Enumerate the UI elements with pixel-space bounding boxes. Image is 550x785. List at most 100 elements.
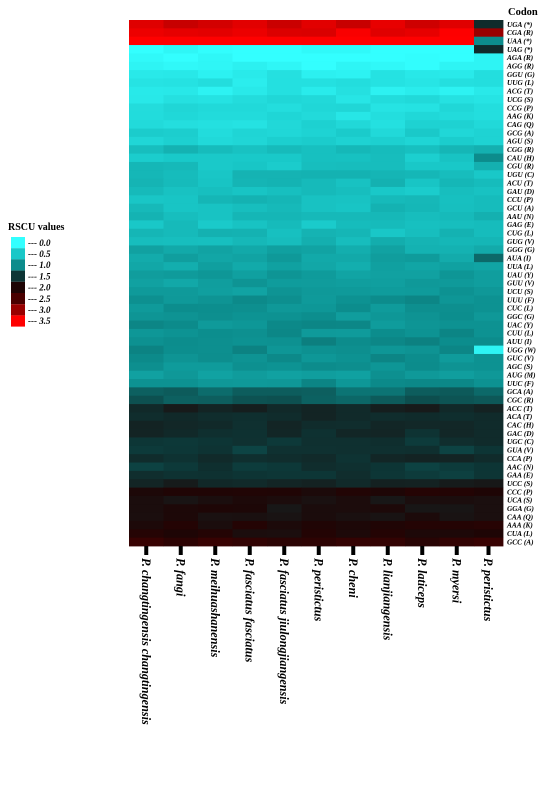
- heatmap-cell: [336, 270, 371, 280]
- heatmap-cell: [129, 337, 164, 347]
- heatmap-cell: [267, 253, 302, 263]
- heatmap-cell: [301, 470, 337, 480]
- heatmap-cell: [129, 462, 164, 472]
- heatmap-cell: [405, 128, 440, 138]
- heatmap-cell: [474, 287, 504, 296]
- heatmap-cell: [163, 278, 199, 288]
- heatmap-cell: [301, 420, 337, 430]
- heatmap-cell: [370, 512, 406, 522]
- heatmap-cell: [439, 111, 475, 121]
- heatmap-cell: [198, 45, 233, 54]
- heatmap-cell: [370, 520, 406, 530]
- codon-label: ACC (T): [506, 404, 533, 413]
- heatmap-cell: [405, 345, 440, 355]
- heatmap-cell: [163, 220, 199, 230]
- heatmap-cell: [232, 512, 268, 522]
- heatmap-cell: [474, 462, 504, 472]
- heatmap-cell: [163, 53, 199, 63]
- heatmap-cell: [232, 262, 268, 271]
- heatmap-cell: [301, 512, 337, 522]
- heatmap-cell: [163, 95, 199, 104]
- heatmap-cell: [198, 454, 233, 463]
- heatmap-cell: [198, 61, 233, 71]
- codon-label: UGA (*): [507, 20, 532, 29]
- heatmap-cell: [129, 303, 164, 313]
- heatmap-cell: [267, 178, 302, 188]
- heatmap-cell: [267, 103, 302, 113]
- heatmap-cell: [301, 529, 337, 539]
- heatmap-cell: [405, 36, 440, 46]
- codon-label: CGG (R): [507, 145, 534, 154]
- heatmap-cell: [439, 20, 475, 29]
- heatmap-cell: [336, 379, 371, 388]
- heatmap-cell: [474, 470, 504, 480]
- heatmap-cell: [267, 228, 302, 238]
- heatmap-cell: [474, 420, 504, 430]
- heatmap-cell: [336, 195, 371, 205]
- heatmap-cell: [267, 153, 302, 163]
- heatmap-cell: [405, 370, 440, 380]
- heatmap-cell: [301, 295, 337, 305]
- heatmap-cell: [129, 270, 164, 280]
- heatmap-cell: [129, 353, 164, 363]
- heatmap-cell: [232, 95, 268, 104]
- codon-label: GGA (G): [507, 504, 534, 513]
- heatmap-cell: [370, 153, 406, 163]
- heatmap-cell: [474, 20, 504, 29]
- heatmap-cell: [474, 379, 504, 388]
- heatmap-cell: [336, 487, 371, 497]
- heatmap-cell: [336, 362, 371, 372]
- heatmap-cell: [439, 170, 475, 180]
- heatmap-cell: [370, 303, 406, 313]
- heatmap-cell: [232, 303, 268, 313]
- heatmap-cell: [232, 479, 268, 488]
- codon-label: GCG (A): [507, 128, 534, 137]
- heatmap-cell: [336, 161, 371, 171]
- heatmap-cell: [336, 370, 371, 380]
- heatmap-cell: [267, 245, 302, 255]
- heatmap-cell: [301, 320, 337, 330]
- heatmap-cell: [336, 387, 371, 397]
- heatmap-cell: [267, 379, 302, 388]
- legend-tick-label: --- 0.0: [28, 238, 51, 248]
- heatmap-cell: [336, 429, 371, 438]
- heatmap-cell: [129, 445, 164, 455]
- heatmap-cell: [163, 362, 199, 372]
- heatmap-cell: [232, 345, 268, 355]
- heatmap-cell: [439, 53, 475, 63]
- heatmap-cell: [129, 136, 164, 146]
- heatmap-cell: [129, 412, 164, 422]
- heatmap-cell: [439, 120, 475, 129]
- heatmap-cell: [301, 195, 337, 205]
- heatmap-cell: [301, 504, 337, 513]
- heatmap-cell: [370, 495, 406, 505]
- codon-label: AAC (N): [506, 462, 534, 471]
- heatmap-cell: [163, 387, 199, 397]
- heatmap-cell: [439, 61, 475, 71]
- heatmap-cell: [370, 120, 406, 129]
- heatmap-cell: [301, 70, 337, 79]
- heatmap-cell: [301, 120, 337, 129]
- codon-label: CAG (Q): [507, 120, 534, 129]
- heatmap-cell: [163, 303, 199, 313]
- heatmap-cell: [232, 379, 268, 388]
- heatmap-cell: [336, 253, 371, 263]
- heatmap-cell: [163, 287, 199, 296]
- heatmap-cell: [336, 245, 371, 255]
- heatmap-cell: [301, 203, 337, 213]
- heatmap-cell: [439, 103, 475, 113]
- heatmap-cell: [267, 287, 302, 296]
- heatmap-cell: [163, 429, 199, 438]
- heatmap-cell: [405, 420, 440, 430]
- heatmap-cell: [405, 253, 440, 263]
- heatmap-cell: [198, 245, 233, 255]
- heatmap-cell: [129, 454, 164, 463]
- heatmap-cell: [232, 128, 268, 138]
- heatmap-cell: [163, 161, 199, 171]
- heatmap-cell: [370, 437, 406, 447]
- heatmap-cell: [336, 78, 371, 88]
- heatmap-cell: [129, 212, 164, 221]
- heatmap-cell: [439, 228, 475, 238]
- heatmap-cell: [232, 220, 268, 230]
- heatmap-cell: [163, 70, 199, 79]
